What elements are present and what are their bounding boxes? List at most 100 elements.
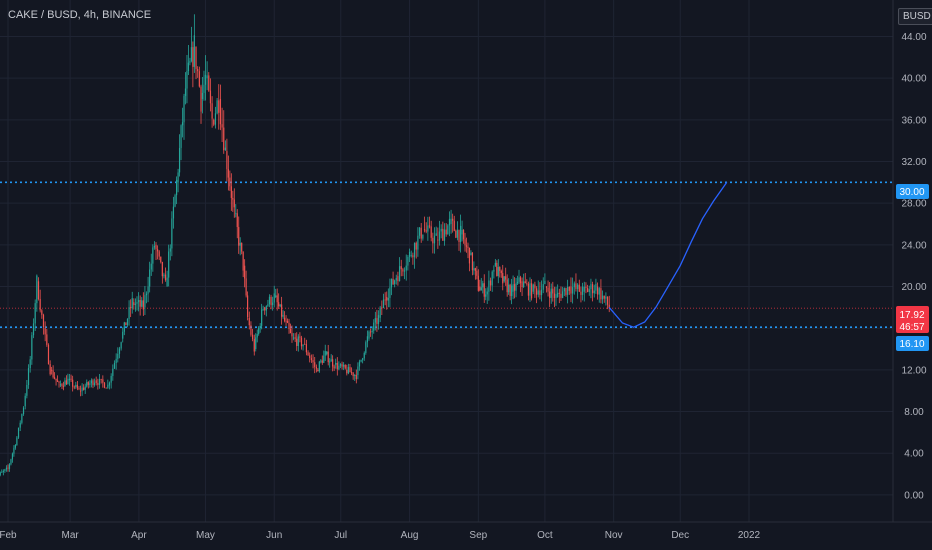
support-badge (896, 336, 929, 351)
candle-body (245, 278, 247, 296)
candle-body (67, 378, 69, 385)
candle-body (519, 277, 522, 284)
candle-body (201, 92, 204, 99)
candle-body (93, 382, 96, 386)
candle-body (374, 318, 376, 323)
candle-body (384, 299, 386, 301)
x-tick-label: Dec (671, 530, 689, 541)
candle-body (131, 298, 133, 309)
candle-body (386, 296, 388, 301)
candle-body (241, 242, 243, 252)
candle-body (209, 90, 212, 104)
candle-body (255, 337, 257, 350)
candle-body (214, 113, 217, 125)
candle-body (58, 381, 60, 383)
candle-body (591, 284, 594, 294)
candle-body (120, 342, 122, 349)
candle-body (136, 302, 138, 304)
candle-body (537, 290, 539, 295)
candle-body (557, 292, 559, 297)
candle-body (438, 231, 441, 241)
candle-body (565, 288, 567, 295)
candle-body (547, 287, 549, 292)
candle-body (596, 286, 599, 295)
candle-body (425, 230, 427, 232)
candle-body (598, 288, 600, 295)
candle-body (65, 380, 68, 385)
candle-body (108, 382, 111, 386)
y-tick-label: 28.00 (901, 199, 926, 210)
candle-body (19, 422, 21, 428)
candle-body (307, 352, 309, 356)
time-axis[interactable]: Feb Mar Apr May Jun Jul Aug Sep Oct Nov Dec 2022 (0, 530, 761, 541)
currency-button[interactable]: BUSD (898, 8, 932, 25)
x-tick-label: 2022 (738, 530, 761, 541)
candle-body (608, 304, 610, 309)
candle-body (496, 262, 498, 277)
y-tick-label: 36.00 (901, 115, 926, 126)
candle-body (412, 255, 414, 258)
candle-body (291, 333, 293, 337)
candle-body (550, 288, 552, 298)
candle-body (332, 359, 334, 367)
candle-body (327, 351, 329, 363)
candle-body (552, 288, 554, 294)
candle-body (47, 344, 50, 365)
candle-body (0, 472, 1, 475)
candle-body (72, 379, 74, 387)
candle-body (338, 365, 340, 370)
candle-body (398, 266, 401, 282)
candle-body (408, 251, 411, 257)
projection-curve[interactable] (608, 181, 728, 328)
x-tick-label: Jul (334, 530, 347, 541)
candle-body (107, 384, 109, 388)
candle-body (527, 283, 530, 296)
candle-body (516, 281, 519, 284)
candle-body (453, 220, 455, 231)
candle-body (78, 388, 80, 390)
candle-body (523, 281, 525, 288)
candle-body (310, 358, 312, 361)
candle-body (476, 270, 478, 276)
candle-body (7, 467, 9, 469)
candle-body (413, 242, 416, 258)
candle-body (371, 330, 373, 333)
candle-body (362, 358, 364, 360)
candle-body (482, 283, 484, 288)
candle-body (568, 286, 570, 291)
candle-body (8, 464, 11, 469)
candle-body (259, 325, 261, 328)
candle-body (526, 283, 528, 285)
candle-body (540, 289, 543, 296)
candle-body (200, 86, 202, 112)
candle-body (336, 362, 338, 370)
candle-body (14, 445, 16, 448)
candle-body (324, 351, 326, 356)
candle-body (400, 266, 402, 270)
candle-body (204, 74, 207, 85)
candle-body (282, 315, 284, 317)
candle-body (382, 299, 385, 309)
candle-body (577, 284, 579, 289)
last-price-badge (896, 306, 929, 333)
candle-body (186, 71, 188, 89)
candle-body (59, 384, 62, 386)
candle-body (236, 213, 238, 228)
candle-body (232, 197, 234, 200)
candle-body (473, 268, 475, 271)
candle-body (256, 334, 258, 338)
candle-body (480, 287, 482, 291)
candle-body (79, 390, 82, 392)
candle-body (144, 295, 146, 308)
candle-body (203, 84, 205, 93)
candle-body (221, 124, 223, 128)
candle-body (31, 335, 33, 360)
price-axis[interactable]: 0.004.008.0012.0016.0020.0024.0028.0032.… (901, 32, 926, 501)
candle-body (366, 336, 369, 343)
horizontal-levels[interactable] (0, 181, 893, 328)
candle-body (330, 359, 332, 362)
projection-curve-layer[interactable] (608, 181, 728, 328)
candle-body (242, 251, 244, 271)
candle-body (187, 62, 190, 72)
